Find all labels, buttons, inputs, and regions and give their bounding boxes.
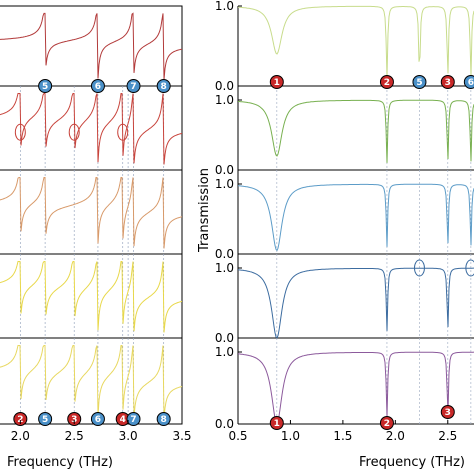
left-series-line-2 (0, 93, 183, 165)
left-series-line-4 (0, 261, 183, 333)
mode-marker-circle (38, 412, 53, 426)
mode-marker-circle (156, 79, 171, 93)
right-series-line-2 (237, 99, 474, 163)
right-x-tick-label: 1.5 (333, 429, 352, 443)
mode-marker-label: 6 (95, 82, 101, 92)
resonance-highlight-circle (413, 259, 425, 277)
mode-marker-label: 3 (445, 408, 451, 418)
mode-marker-label: 8 (161, 82, 167, 92)
mode-marker-3: 3 (440, 405, 455, 419)
mode-marker-label: 7 (130, 415, 136, 425)
right-x-tick-label: 2.5 (438, 429, 457, 443)
left-series-line-1 (0, 12, 183, 80)
right-series-line-3 (237, 183, 474, 252)
mode-marker-label: 1 (274, 78, 280, 88)
left-series-line-5 (0, 345, 183, 419)
left-x-tick-label: 2.5 (65, 429, 84, 443)
mode-marker-8: 8 (156, 412, 171, 426)
mode-marker-label: 8 (161, 415, 167, 425)
left-panel: 567825364782.02.53.03.5 (0, 5, 192, 443)
resonance-highlight-circle (14, 123, 26, 141)
mode-marker-circle (126, 79, 141, 93)
left-x-tick-label: 3.5 (172, 429, 191, 443)
mode-marker-circle (440, 405, 455, 419)
mode-marker-1: 1 (269, 416, 284, 430)
mode-marker-circle (38, 79, 53, 93)
mode-marker-6: 6 (463, 75, 474, 89)
mode-marker-circle (90, 79, 105, 93)
mode-marker-2: 2 (379, 416, 394, 430)
mode-marker-circle (67, 412, 82, 426)
mode-marker-circle (90, 412, 105, 426)
mode-marker-circle (13, 412, 28, 426)
mode-marker-6: 6 (90, 79, 105, 93)
right-series-line-5 (237, 351, 474, 425)
mode-marker-5: 5 (38, 412, 53, 426)
mode-marker-label: 4 (120, 415, 126, 425)
right-y-tick-label: 1.0 (215, 345, 234, 359)
mode-marker-label: 2 (384, 419, 390, 429)
mode-marker-1: 1 (269, 75, 284, 89)
mode-marker-5: 5 (412, 75, 427, 89)
left-x-tick-label: 3.0 (119, 429, 138, 443)
mode-marker-circle (379, 75, 394, 89)
resonance-highlight-circle (117, 123, 129, 141)
right-y-tick-label: 1.0 (215, 93, 234, 107)
mode-marker-3: 3 (440, 75, 455, 89)
resonance-highlight-circle (465, 259, 474, 277)
mode-marker-circle (126, 412, 141, 426)
left-x-axis-label: Frequency (THz) (7, 455, 113, 470)
right-x-tick-label: 1.0 (281, 429, 300, 443)
mode-marker-7: 7 (126, 79, 141, 93)
mode-marker-circle (463, 75, 474, 89)
mode-marker-label: 7 (130, 82, 136, 92)
mode-marker-label: 2 (384, 78, 390, 88)
right-y-tick-label: 0.0 (215, 331, 234, 345)
mode-marker-circle (269, 416, 284, 430)
mode-marker-2: 2 (379, 75, 394, 89)
right-y-tick-label: 0.0 (215, 163, 234, 177)
mode-marker-label: 5 (42, 415, 48, 425)
mode-marker-circle (156, 412, 171, 426)
mode-marker-circle (269, 75, 284, 89)
mode-marker-6: 6 (90, 412, 105, 426)
right-x-tick-label: 2.0 (386, 429, 405, 443)
mode-marker-8: 8 (156, 79, 171, 93)
left-axes-frame (0, 5, 183, 425)
mode-marker-label: 6 (95, 415, 101, 425)
mode-marker-label: 5 (42, 82, 48, 92)
right-y-tick-label: 1.0 (215, 261, 234, 275)
right-y-tick-label: 1.0 (215, 0, 234, 13)
right-x-axis-label: Frequency (THz) (359, 455, 465, 470)
right-y-tick-label: 0.0 (215, 79, 234, 93)
mode-marker-circle (412, 75, 427, 89)
mode-marker-label: 3 (445, 78, 451, 88)
left-x-tick-label: 2.0 (11, 429, 30, 443)
mode-marker-label: 6 (468, 78, 474, 88)
mode-marker-circle (379, 416, 394, 430)
right-y-axis-label: Transmission (197, 168, 212, 253)
mode-marker-label: 1 (274, 419, 280, 429)
mode-marker-7: 7 (126, 412, 141, 426)
left-series-line-3 (0, 177, 183, 249)
resonance-highlight-circle (68, 123, 80, 141)
mode-marker-label: 5 (416, 78, 422, 88)
right-y-tick-label: 1.0 (215, 177, 234, 191)
right-panel: 0.01.01 2 5 3 60.01.00.01.00.01.00.01.01 230.… (215, 0, 474, 443)
mode-marker-5: 5 (38, 79, 53, 93)
right-series-line-1 (237, 5, 474, 78)
right-y-tick-label: 0.0 (215, 247, 234, 261)
right-series-line-4 (237, 267, 474, 339)
right-y-tick-label: 0.0 (215, 417, 234, 431)
mode-marker-circle (440, 75, 455, 89)
right-x-tick-label: 0.5 (228, 429, 247, 443)
